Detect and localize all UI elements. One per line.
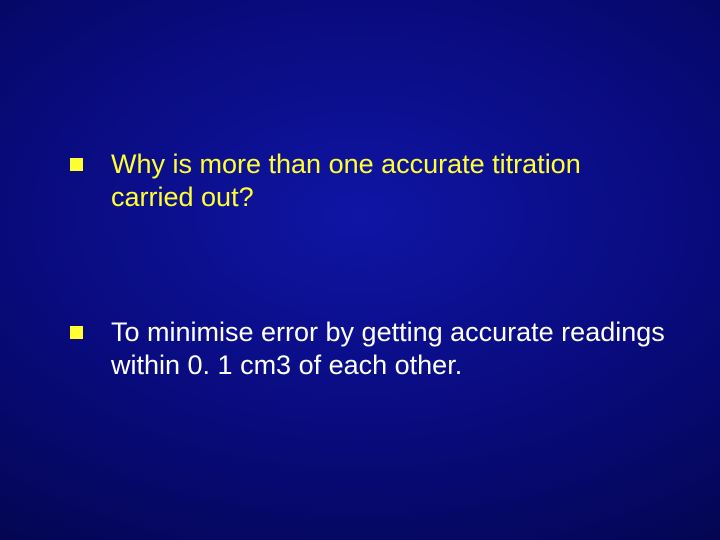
slide-container: Why is more than one accurate titration … <box>0 0 720 540</box>
bullet-text-1: Why is more than one accurate titration … <box>111 148 670 214</box>
bullet-item-1: Why is more than one accurate titration … <box>70 148 670 214</box>
bullet-item-2: To minimise error by getting accurate re… <box>70 316 670 382</box>
bullet-text-2: To minimise error by getting accurate re… <box>111 316 670 382</box>
square-bullet-icon <box>70 326 83 339</box>
square-bullet-icon <box>70 158 83 171</box>
